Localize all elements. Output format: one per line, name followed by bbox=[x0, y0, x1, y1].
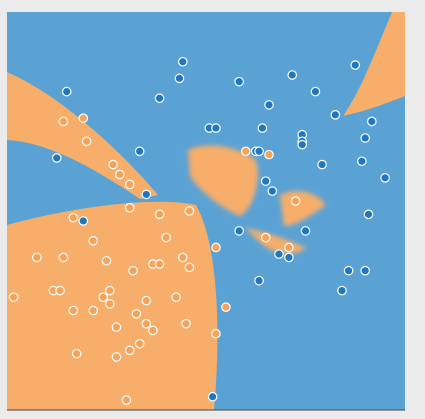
data-point bbox=[174, 73, 185, 84]
data-point bbox=[51, 153, 62, 163]
data-point bbox=[184, 206, 195, 216]
data-point bbox=[101, 255, 112, 266]
data-point bbox=[108, 159, 118, 170]
data-point bbox=[360, 133, 370, 143]
data-point bbox=[68, 305, 79, 316]
data-point bbox=[211, 242, 221, 253]
data-point bbox=[8, 292, 19, 303]
data-point bbox=[287, 70, 298, 80]
data-point bbox=[274, 249, 284, 259]
data-point bbox=[131, 309, 142, 319]
data-point bbox=[207, 391, 218, 402]
data-point bbox=[105, 285, 115, 296]
data-point bbox=[68, 212, 79, 223]
data-point bbox=[61, 86, 72, 97]
data-point bbox=[357, 156, 367, 167]
data-point bbox=[221, 302, 231, 312]
data-point bbox=[177, 252, 188, 263]
data-point bbox=[241, 146, 251, 157]
data-point bbox=[337, 285, 347, 296]
data-point bbox=[111, 322, 122, 332]
data-point bbox=[161, 232, 171, 243]
data-point bbox=[367, 116, 377, 127]
data-point bbox=[105, 299, 115, 309]
data-point bbox=[111, 352, 122, 362]
data-point bbox=[124, 202, 135, 213]
region bbox=[7, 72, 158, 199]
data-point bbox=[154, 93, 165, 104]
data-point bbox=[55, 285, 65, 296]
region bbox=[188, 145, 258, 216]
data-point bbox=[234, 226, 244, 236]
data-point bbox=[121, 395, 132, 405]
data-point bbox=[211, 123, 221, 133]
data-point bbox=[360, 265, 370, 276]
data-point bbox=[154, 259, 165, 269]
data-point bbox=[350, 60, 361, 70]
data-point bbox=[88, 236, 99, 246]
data-point bbox=[330, 110, 341, 120]
data-point bbox=[58, 252, 69, 263]
data-point bbox=[141, 318, 152, 329]
data-point bbox=[310, 86, 321, 97]
data-point bbox=[128, 265, 138, 276]
data-point bbox=[71, 348, 82, 359]
data-point bbox=[234, 76, 244, 87]
data-point bbox=[254, 146, 264, 157]
data-point bbox=[124, 345, 135, 356]
data-point bbox=[141, 295, 152, 306]
data-point bbox=[124, 179, 135, 190]
region bbox=[343, 12, 405, 116]
data-point bbox=[317, 159, 327, 170]
data-point bbox=[58, 116, 69, 127]
data-point bbox=[211, 328, 221, 339]
data-point bbox=[32, 252, 42, 263]
data-point bbox=[297, 139, 307, 150]
data-point bbox=[78, 113, 89, 123]
data-point bbox=[300, 226, 311, 236]
data-point bbox=[264, 149, 274, 160]
data-point bbox=[284, 242, 294, 253]
data-point bbox=[267, 186, 278, 196]
data-point bbox=[184, 262, 195, 273]
data-point bbox=[148, 325, 158, 336]
data-point bbox=[88, 305, 99, 316]
data-point bbox=[154, 209, 165, 220]
data-point bbox=[134, 338, 145, 349]
data-point bbox=[81, 136, 92, 147]
data-point bbox=[260, 232, 271, 243]
data-point bbox=[254, 275, 264, 286]
data-point bbox=[78, 216, 89, 226]
data-point bbox=[290, 196, 301, 206]
data-point bbox=[181, 318, 191, 329]
data-point bbox=[98, 292, 108, 303]
data-point bbox=[177, 56, 188, 67]
data-point bbox=[171, 292, 181, 303]
data-point bbox=[380, 173, 390, 183]
data-point bbox=[343, 265, 354, 276]
data-point bbox=[363, 209, 374, 220]
data-point bbox=[257, 123, 268, 133]
data-point bbox=[260, 176, 271, 186]
data-point bbox=[134, 146, 145, 157]
data-point bbox=[284, 252, 294, 263]
data-point bbox=[141, 189, 152, 200]
data-point bbox=[264, 100, 274, 110]
data-point bbox=[114, 169, 125, 180]
